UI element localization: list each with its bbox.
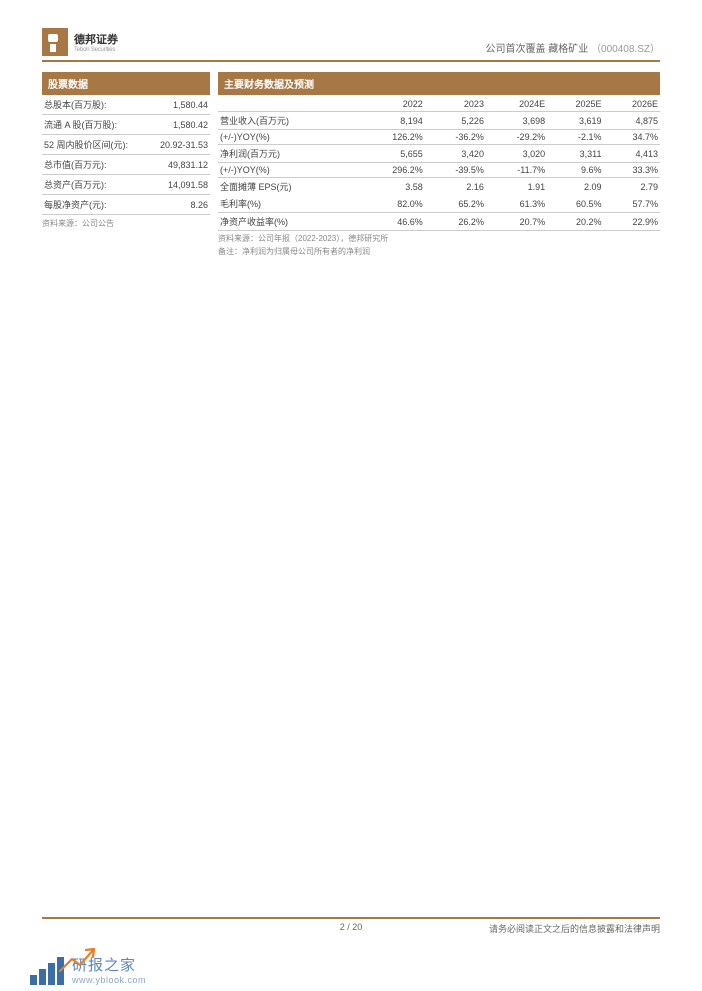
fin-col-header: 2024E [486,97,547,112]
watermark-bar [48,963,55,985]
fin-cell: 2.09 [547,178,603,196]
fin-cell: 61.3% [486,195,547,213]
fin-cell: 3,020 [486,145,547,163]
fin-table: 202220232024E2025E2026E 营业收入(百万元)8,1945,… [218,97,660,231]
watermark-bar [30,975,37,985]
fin-cell: -36.2% [425,130,486,145]
table-row: (+/-)YOY(%)126.2%-36.2%-29.2%-2.1%34.7% [218,130,660,145]
fin-cell: 3,619 [547,112,603,130]
table-row: 总资产(百万元):14,091.58 [42,175,210,195]
fin-cell: 126.2% [360,130,425,145]
table-row: 52 周内股价区间(元):20.92-31.53 [42,135,210,155]
stock-note: 资料来源：公司公告 [42,215,210,229]
ticker: （000408.SZ） [591,44,660,55]
fin-col-header: 2025E [547,97,603,112]
stock-label: 总股本(百万股): [42,95,148,115]
table-row: 每股净资产(元):8.26 [42,195,210,215]
stock-value: 14,091.58 [148,175,210,195]
fin-cell: 26.2% [425,213,486,231]
stock-value: 1,580.42 [148,115,210,135]
stock-value: 1,580.44 [148,95,210,115]
watermark-bar [39,969,46,985]
fin-cell: 33.3% [604,163,660,178]
fin-cell: 22.9% [604,213,660,231]
fin-cell: 1.91 [486,178,547,196]
fin-cell: 20.2% [547,213,603,231]
fin-cell: 65.2% [425,195,486,213]
fin-cell: -29.2% [486,130,547,145]
page-number: 2 / 20 [42,922,660,932]
fin-cell: 营业收入(百万元) [218,112,360,130]
fin-cell: 34.7% [604,130,660,145]
fin-col-header: 2023 [425,97,486,112]
stock-label: 总市值(百万元): [42,155,148,175]
fin-cell: 2.16 [425,178,486,196]
table-row: (+/-)YOY(%)296.2%-39.5%-11.7%9.6%33.3% [218,163,660,178]
fin-cell: 57.7% [604,195,660,213]
fin-col-header [218,97,360,112]
logo-block: 德邦证券 Tebon Securities [42,28,118,56]
table-row: 营业收入(百万元)8,1945,2263,6983,6194,875 [218,112,660,130]
watermark-arrow-icon [58,945,100,977]
fin-cell: 毛利率(%) [218,195,360,213]
stock-value: 8.26 [148,195,210,215]
coverage-text: 公司首次覆盖 藏格矿业 [486,44,589,55]
logo-cn: 德邦证券 [74,31,118,47]
fin-cell: 9.6% [547,163,603,178]
logo-icon [42,28,68,56]
fin-cell: 5,655 [360,145,425,163]
fin-note-2: 备注：净利润为归属母公司所有者的净利润 [218,244,660,257]
fin-cell: -11.7% [486,163,547,178]
fin-cell: -2.1% [547,130,603,145]
fin-col-header: 2026E [604,97,660,112]
fin-cell: 净资产收益率(%) [218,213,360,231]
table-row: 净利润(百万元)5,6553,4203,0203,3114,413 [218,145,660,163]
page-footer: 2 / 20 请务必阅读正文之后的信息披露和法律声明 [42,917,660,935]
stock-table: 总股本(百万股):1,580.44流通 A 股(百万股):1,580.4252 … [42,95,210,215]
fin-cell: 60.5% [547,195,603,213]
fin-cell: 5,226 [425,112,486,130]
stock-label: 流通 A 股(百万股): [42,115,148,135]
fin-cell: 3.58 [360,178,425,196]
table-row: 总市值(百万元):49,831.12 [42,155,210,175]
header-right: 公司首次覆盖 藏格矿业 （000408.SZ） [486,28,661,55]
table-row: 总股本(百万股):1,580.44 [42,95,210,115]
fin-cell: 3,698 [486,112,547,130]
fin-cell: 8,194 [360,112,425,130]
fin-col-header: 2022 [360,97,425,112]
fin-cell: 4,875 [604,112,660,130]
fin-cell: 净利润(百万元) [218,145,360,163]
table-row: 净资产收益率(%)46.6%26.2%20.7%20.2%22.9% [218,213,660,231]
fin-note-1: 资料来源：公司年报（2022-2023），德邦研究所 [218,231,660,244]
fin-cell: -39.5% [425,163,486,178]
page-header: 德邦证券 Tebon Securities 公司首次覆盖 藏格矿业 （00040… [42,28,660,62]
stock-value: 20.92-31.53 [148,135,210,155]
fin-section-header: 主要财务数据及预测 [218,72,660,95]
stock-label: 每股净资产(元): [42,195,148,215]
fin-cell: 3,420 [425,145,486,163]
fin-cell: 全面摊薄 EPS(元) [218,178,360,196]
fin-cell: 4,413 [604,145,660,163]
table-row: 全面摊薄 EPS(元)3.582.161.912.092.79 [218,178,660,196]
fin-cell: 46.6% [360,213,425,231]
fin-cell: 3,311 [547,145,603,163]
fin-cell: (+/-)YOY(%) [218,130,360,145]
stock-label: 52 周内股价区间(元): [42,135,148,155]
stock-section-header: 股票数据 [42,72,210,95]
logo-en: Tebon Securities [74,47,118,53]
fin-cell: 296.2% [360,163,425,178]
table-row: 流通 A 股(百万股):1,580.42 [42,115,210,135]
fin-cell: (+/-)YOY(%) [218,163,360,178]
stock-value: 49,831.12 [148,155,210,175]
table-row: 毛利率(%)82.0%65.2%61.3%60.5%57.7% [218,195,660,213]
watermark: 研报之家 www.yblook.com [30,954,146,985]
fin-cell: 2.79 [604,178,660,196]
stock-label: 总资产(百万元): [42,175,148,195]
fin-cell: 82.0% [360,195,425,213]
fin-cell: 20.7% [486,213,547,231]
